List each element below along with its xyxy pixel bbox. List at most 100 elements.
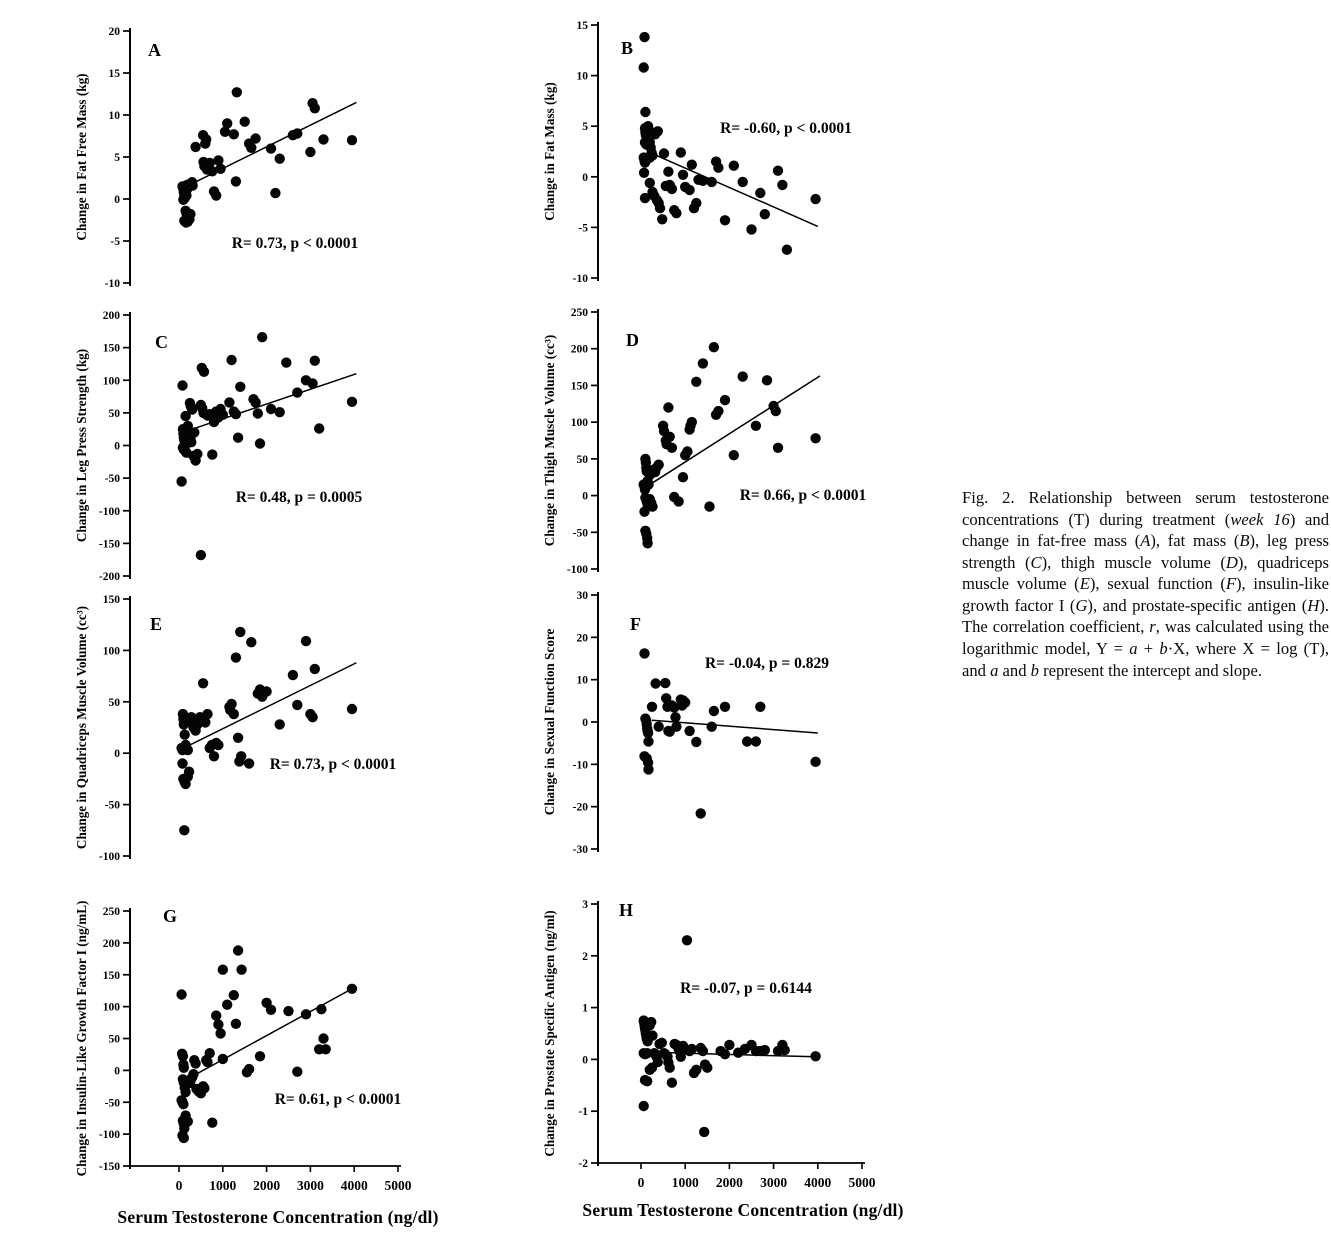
data-point <box>213 155 224 166</box>
data-point <box>177 758 188 769</box>
x-tick-label: 0 <box>176 1178 183 1193</box>
data-point <box>185 208 196 220</box>
data-point <box>226 698 237 710</box>
data-point <box>653 459 664 470</box>
data-point <box>691 1064 702 1075</box>
data-point <box>292 699 303 711</box>
y-tick-label: -20 <box>573 802 589 814</box>
data-point <box>320 1044 331 1055</box>
y-tick-label: -50 <box>573 527 589 539</box>
data-point <box>646 701 658 712</box>
data-point <box>772 442 784 453</box>
data-point <box>673 496 684 507</box>
y-tick-label: 2 <box>582 951 588 963</box>
caption-italic-segment: a <box>990 660 999 680</box>
data-point <box>695 808 706 819</box>
data-point <box>661 693 672 704</box>
data-point <box>257 332 268 343</box>
data-point <box>638 62 649 73</box>
x-axis: 0 1000 2000 3000 4000 5000 <box>130 1165 412 1193</box>
data-point <box>346 135 358 146</box>
data-point <box>675 147 686 158</box>
y-axis-label: Change in Thigh Muscle Volume (cc³) <box>542 335 557 546</box>
data-point <box>207 166 218 177</box>
data-point <box>231 87 242 98</box>
data-point <box>236 964 247 975</box>
y-tick-label: -1 <box>578 1106 588 1118</box>
y-tick-label: 0 <box>114 1065 120 1077</box>
data-point <box>226 354 237 366</box>
data-point <box>781 244 793 255</box>
data-point <box>180 410 191 422</box>
scatter-plot-H: 3 2 1 0 -1 -2 0 1000 2000 3000 4000 5000 H R= -0.07, … <box>542 899 876 1190</box>
caption-segment: Fig. 2. Relationship between serum testo… <box>962 488 1329 529</box>
x-axis-title-left: Serum Testosterone Concentration (ng/dl) <box>117 1207 439 1227</box>
x-tick-label: 5000 <box>849 1175 876 1190</box>
caption-italic-segment: r <box>1149 617 1156 637</box>
data-point <box>230 409 242 420</box>
correlation-annotation: R= -0.07, p = 0.6144 <box>680 980 812 997</box>
data-point <box>639 192 651 204</box>
data-point <box>654 203 666 214</box>
y-tick-label: -100 <box>99 1129 120 1141</box>
data-point <box>346 983 358 994</box>
data-point <box>177 1051 189 1062</box>
data-point <box>197 678 209 689</box>
data-point <box>207 449 218 460</box>
y-tick-label: 100 <box>103 1002 121 1014</box>
y-tick-label: -50 <box>105 800 121 812</box>
panel-letter: A <box>148 40 161 60</box>
panel-letter: H <box>619 900 633 920</box>
data-point <box>202 1056 213 1068</box>
data-point <box>250 133 261 144</box>
y-tick-label: 5 <box>114 152 120 164</box>
data-point <box>228 708 239 720</box>
data-point <box>643 479 654 490</box>
y-axis-label: Change in Quadriceps Muscle Volume (cc³) <box>74 606 89 849</box>
data-point <box>772 165 784 176</box>
regression-line <box>189 662 357 746</box>
y-tick-label: -150 <box>99 1161 120 1173</box>
regression-line <box>647 1051 816 1058</box>
data-point <box>207 1117 218 1128</box>
regression-line <box>183 988 353 1082</box>
data-point <box>215 1028 226 1039</box>
data-point <box>281 357 292 368</box>
y-tick-label: 150 <box>103 970 121 982</box>
scatter-plot-G: 250 200 150 100 50 0 -50 -100 -150 0 1000 2000 3000 4… <box>74 901 412 1193</box>
data-point <box>183 766 195 777</box>
caption-segment: + <box>1137 638 1160 658</box>
data-point <box>235 626 246 638</box>
data-point <box>232 432 244 443</box>
y-tick-label: -100 <box>567 564 588 576</box>
data-point <box>666 183 678 195</box>
caption-segment: ·X, where X = log (T), and <box>962 638 1330 680</box>
y-tick-label: 50 <box>109 408 121 420</box>
data-point <box>292 387 303 398</box>
data-point <box>691 376 702 387</box>
data-point <box>647 1030 658 1041</box>
data-point <box>230 176 242 187</box>
y-tick-label: 200 <box>571 344 589 356</box>
x-tick-label: 4000 <box>804 1175 831 1190</box>
data-point <box>228 129 239 140</box>
data-point <box>309 663 320 675</box>
y-tick-label: 50 <box>577 454 589 466</box>
data-point <box>699 1126 710 1138</box>
y-axis: 250 200 150 100 50 0 -50 -100 <box>567 307 599 576</box>
data-point <box>677 472 689 483</box>
data-point <box>195 549 207 561</box>
data-point <box>261 686 272 697</box>
data-point <box>250 397 261 408</box>
x-tick-label: 3000 <box>297 1178 324 1193</box>
data-point <box>706 176 717 188</box>
correlation-annotation: R= 0.61, p < 0.0001 <box>275 1091 402 1108</box>
data-point <box>647 150 658 161</box>
caption-italic-segment: D <box>1225 552 1238 572</box>
data-point <box>681 935 693 946</box>
data-point <box>181 190 192 201</box>
data-point <box>346 396 358 407</box>
data-point <box>741 736 753 747</box>
x-axis-title-right: Serum Testosterone Concentration (ng/dl) <box>582 1200 904 1220</box>
y-tick-label: 15 <box>109 68 121 80</box>
